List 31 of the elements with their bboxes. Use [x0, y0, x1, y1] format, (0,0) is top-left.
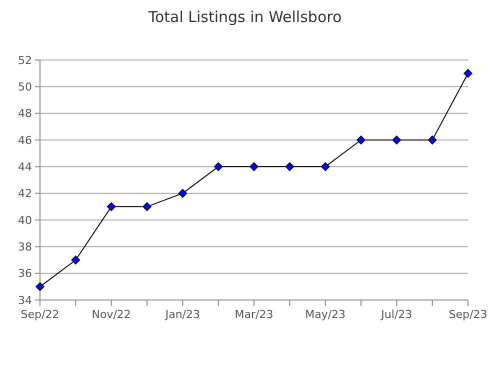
y-tick-label: 36 — [18, 267, 32, 280]
x-tick-label: Sep/22 — [20, 308, 60, 321]
point — [178, 188, 188, 198]
point — [356, 136, 366, 144]
x-tick-label: Sep/23 — [448, 308, 488, 321]
point — [392, 136, 402, 144]
point — [214, 162, 223, 172]
x-tick-label: Nov/22 — [92, 308, 131, 321]
y-tick-label: 48 — [18, 107, 32, 120]
y-tick-label: 38 — [18, 240, 32, 254]
point — [285, 162, 294, 172]
point — [320, 162, 330, 172]
y-tick-label: 42 — [18, 187, 32, 200]
point — [106, 202, 116, 212]
point — [36, 282, 44, 292]
y-tick-label: 44 — [18, 160, 32, 174]
y-tick-label: 46 — [18, 134, 32, 147]
y-tick-label: 40 — [18, 214, 32, 227]
y-tick-label: 34 — [18, 294, 32, 307]
point — [142, 202, 152, 212]
point — [71, 256, 80, 264]
point — [428, 136, 437, 144]
point — [250, 162, 258, 172]
x-tick-label: May/23 — [305, 308, 346, 321]
point — [464, 68, 472, 78]
y-tick-label: 50 — [18, 80, 32, 94]
y-tick-label: 52 — [18, 54, 32, 67]
x-tick-label: Jul/23 — [380, 308, 412, 321]
x-tick-label: Mar/23 — [234, 308, 274, 321]
chart-title: Total Listings in Wellsboro — [147, 8, 342, 26]
x-tick-label: Jan/23 — [164, 308, 200, 321]
